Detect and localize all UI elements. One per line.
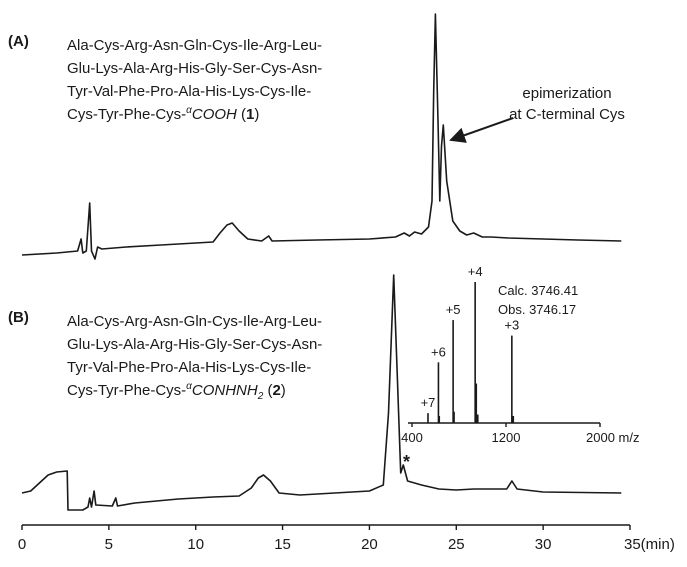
paren: ) [281,382,286,399]
panel-label: (A) [8,33,29,50]
x-tick-label: 2000 m/z [586,430,639,445]
x-tick-label: 20 [361,536,378,553]
x-tick-label: 0 [18,536,26,553]
asterisk: * [403,452,410,472]
group: CONHNH [192,382,258,399]
charge-label: +7 [421,395,436,410]
group: COOH [192,106,237,123]
x-tick-label: 10 [187,536,204,553]
x-tick-label: 35(min) [624,536,675,553]
sequence-line: Glu-Lys-Ala-Arg-His-Gly-Ser-Cys-Asn- [67,336,322,353]
x-tick-label: 5 [105,536,113,553]
panel-label: (B) [8,309,29,326]
arrow [449,117,514,143]
sequence-line: Glu-Lys-Ala-Arg-His-Gly-Ser-Cys-Asn- [67,60,322,77]
chromatogram [21,274,622,511]
x-tick-label: 1200 [492,430,521,445]
charge-label: +5 [446,302,461,317]
compound-id: 1 [246,106,254,123]
sequence-line: Cys-Tyr-Phe-Cys-αCONHNH2 (2) [67,381,286,402]
sequence-line: Cys-Tyr-Phe-Cys-αCOOH (1) [67,105,259,123]
paren: ( [263,382,272,399]
sub: 2 [257,391,264,402]
seq: Cys-Tyr-Phe-Cys- [67,382,186,399]
annotation: epimerization [522,85,611,102]
x-tick-label: 15 [274,536,291,553]
mass-text: Obs. 3746.17 [498,302,576,317]
seq: Cys-Tyr-Phe-Cys- [67,106,186,123]
paren: ) [254,106,259,123]
x-tick-label: 400 [401,430,423,445]
compound-id: 2 [272,382,280,399]
x-tick-label: 30 [535,536,552,553]
charge-label: +3 [504,318,519,333]
sup: α [186,381,192,392]
x-tick-label: 25 [448,536,465,553]
annotation: at C-terminal Cys [509,106,625,123]
charge-label: +6 [431,344,446,359]
sequence-line: Tyr-Val-Phe-Pro-Ala-His-Lys-Cys-Ile- [67,83,311,100]
sequence-line: Ala-Cys-Arg-Asn-Gln-Cys-Ile-Arg-Leu- [67,37,322,54]
sequence-line: Ala-Cys-Arg-Asn-Gln-Cys-Ile-Arg-Leu- [67,313,322,330]
sup: α [186,105,192,116]
paren: ( [237,106,246,123]
chromatogram [21,13,622,260]
charge-label: +4 [468,264,483,279]
sequence-line: Tyr-Val-Phe-Pro-Ala-His-Lys-Cys-Ile- [67,359,311,376]
mass-text: Calc. 3746.41 [498,283,578,298]
